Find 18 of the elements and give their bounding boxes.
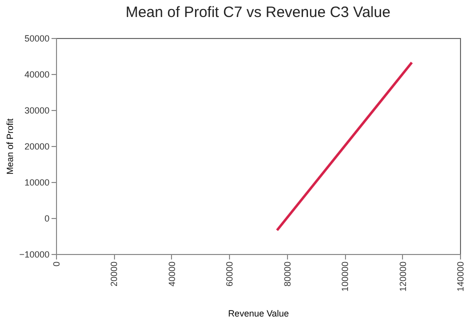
y-tick-label: 20000 [24,142,50,152]
y-tick-label: 0 [44,214,50,224]
x-tick-label: 20000 [109,262,120,287]
x-tick-label: 80000 [282,262,292,287]
x-axis-title: Revenue Value [228,308,289,319]
x-tick-label: 100000 [340,262,350,292]
y-tick-label: −10000 [19,250,50,260]
y-tick-label: 10000 [24,178,50,188]
y-tick-label: 50000 [24,34,50,44]
y-tick-label: 40000 [24,70,50,80]
x-tick-label: 0 [52,262,62,267]
x-tick-label: 120000 [398,262,408,292]
y-axis-title: Mean of Profit [5,118,16,175]
y-tick-label: 30000 [24,106,50,116]
x-tick-label: 40000 [166,262,177,287]
chart-title: Mean of Profit C7 vs Revenue C3 Value [126,4,390,21]
x-tick-label: 140000 [456,262,466,292]
x-tick-label: 60000 [224,262,235,287]
